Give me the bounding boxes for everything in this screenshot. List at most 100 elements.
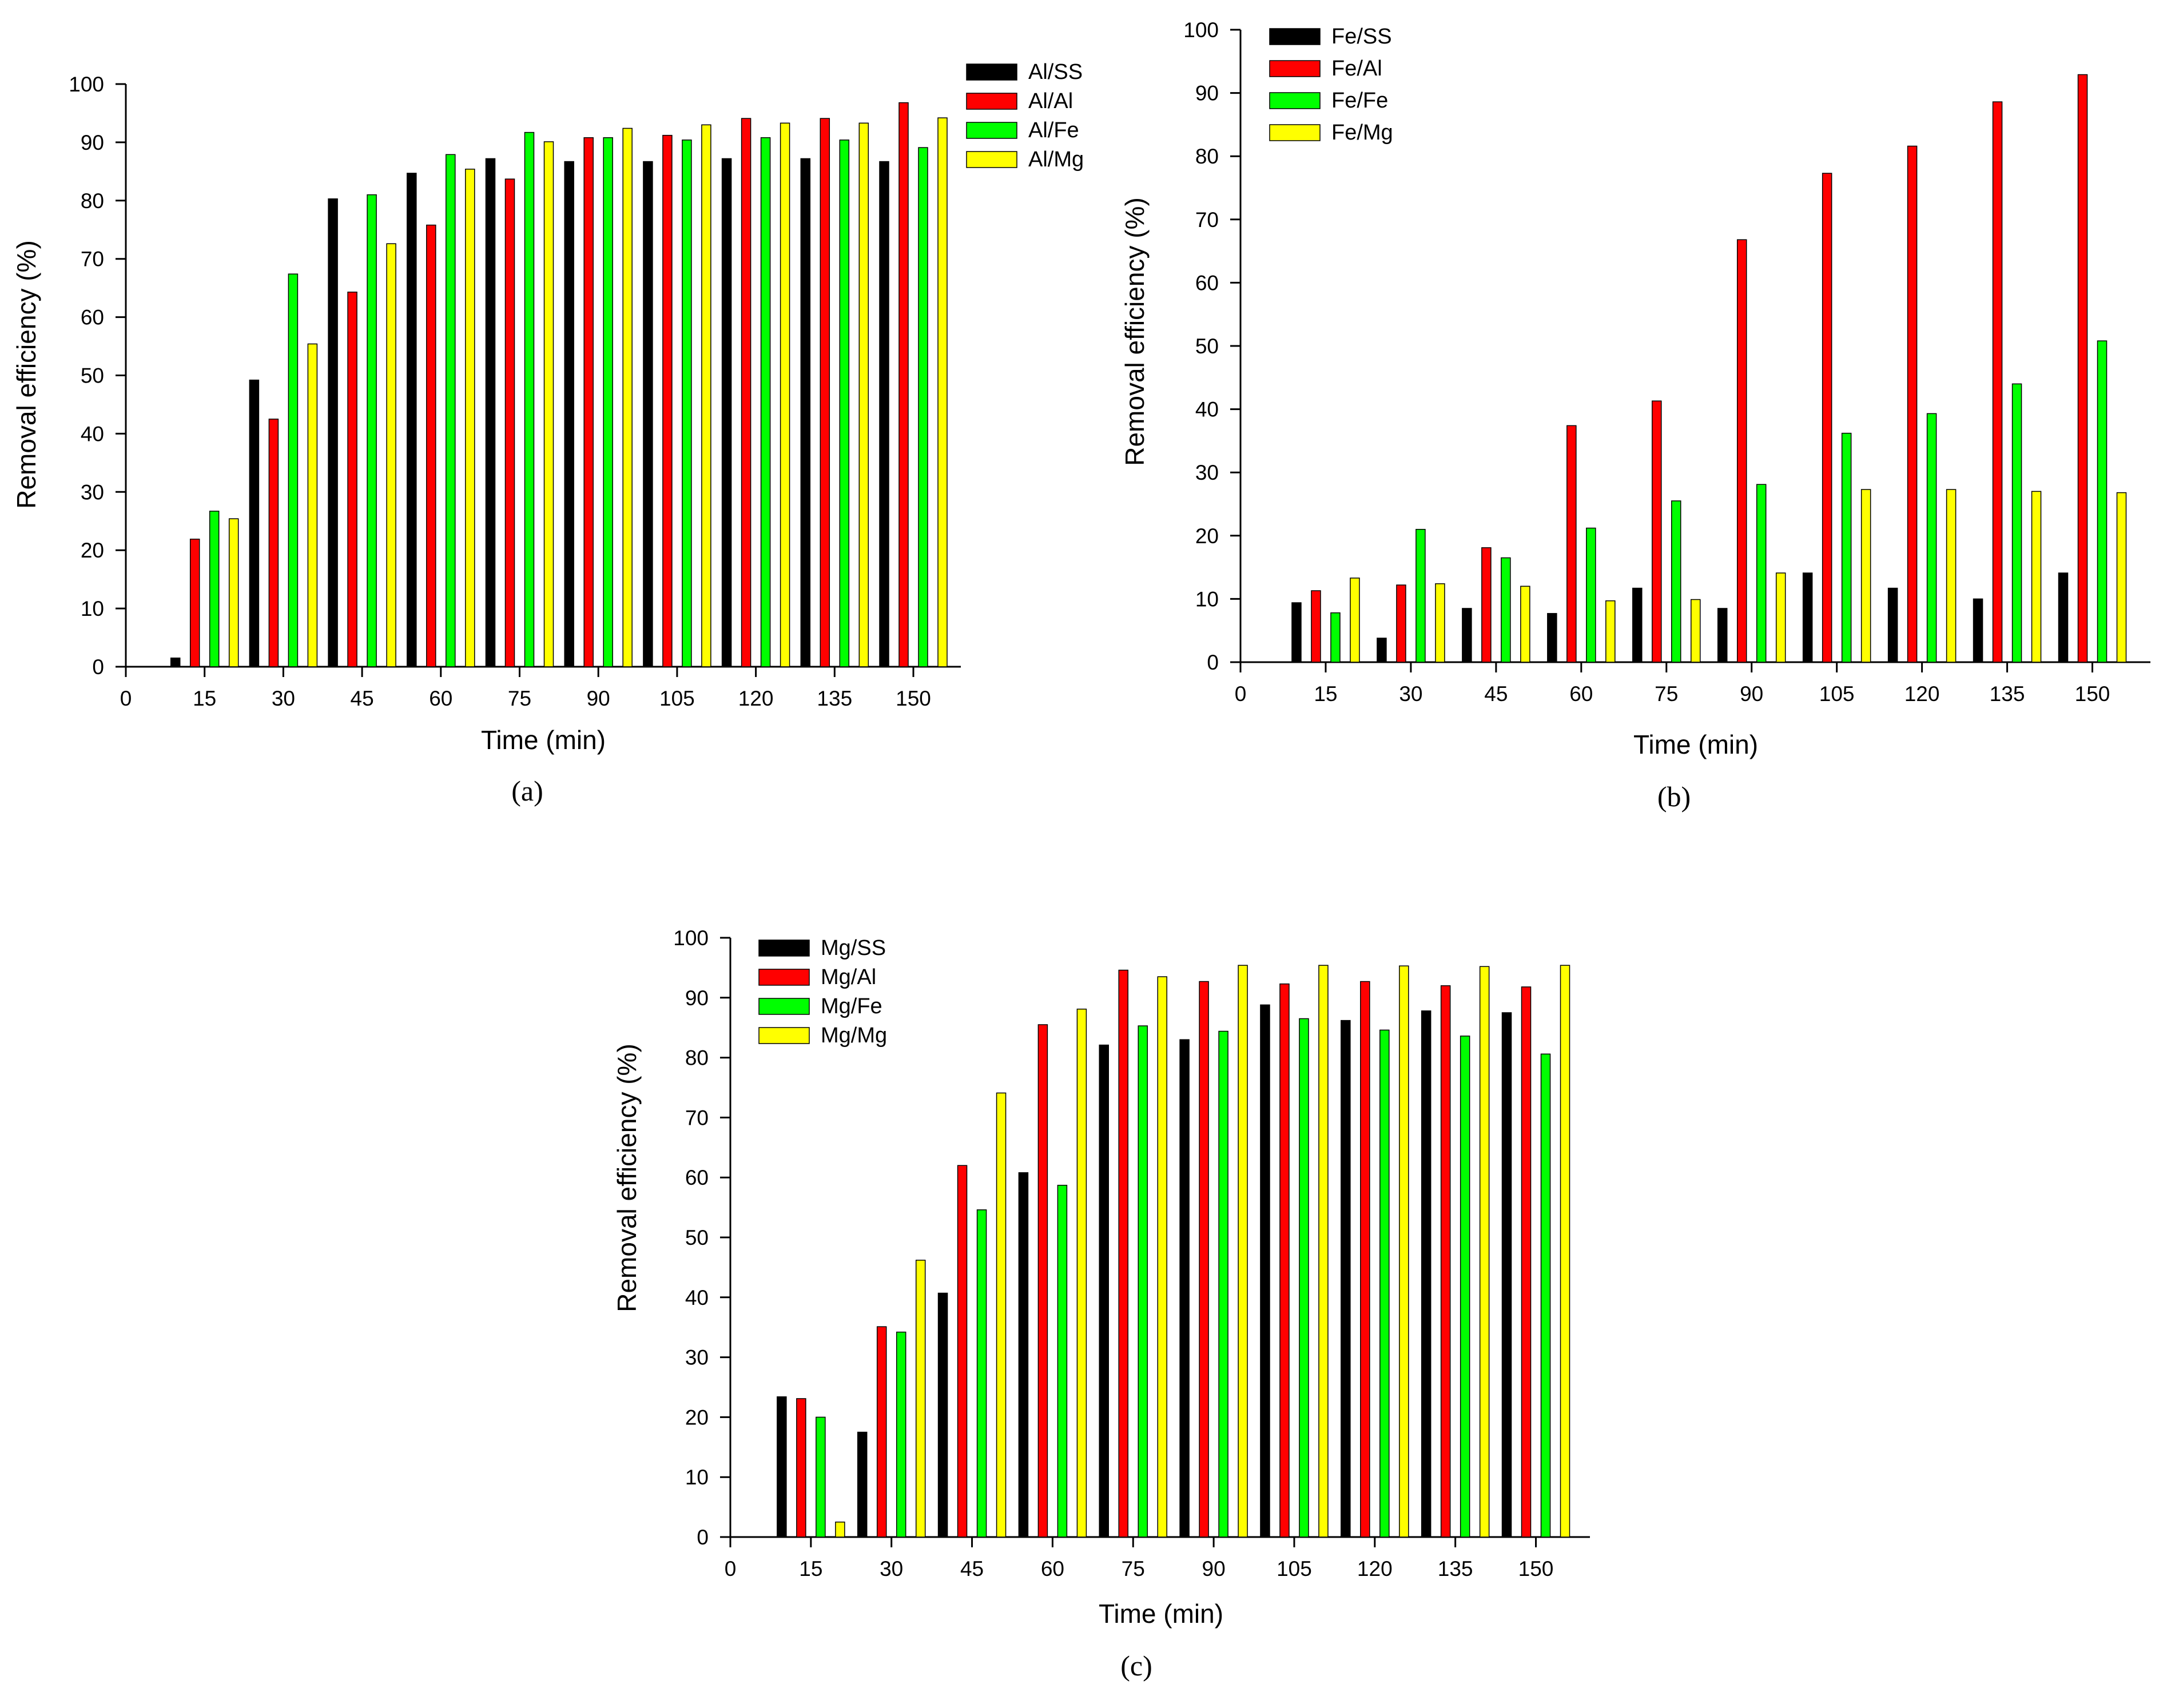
bar (249, 379, 260, 667)
bar (1218, 1030, 1228, 1538)
legend-swatch (966, 93, 1017, 110)
bar (796, 1398, 806, 1538)
bar (1926, 413, 1937, 663)
legend-label: Al/Fe (1028, 118, 1079, 142)
y-tick-label: 80 (1195, 145, 1219, 168)
bar (1435, 583, 1445, 663)
y-tick-label: 10 (1195, 587, 1219, 611)
y-tick-label: 20 (1195, 524, 1219, 548)
x-tick-label: 105 (659, 687, 695, 710)
y-tick-label: 50 (81, 364, 104, 388)
bar (1652, 400, 1662, 663)
bar (1099, 1044, 1109, 1538)
x-tick-label: 120 (1357, 1557, 1393, 1580)
bar (1379, 1029, 1390, 1538)
y-tick-label: 60 (81, 306, 104, 329)
y-tick-label: 50 (685, 1226, 709, 1249)
bar (643, 161, 653, 667)
x-tick-label: 150 (2075, 682, 2110, 706)
bar (800, 158, 811, 667)
bar (1691, 599, 1701, 663)
bar (1377, 638, 1387, 663)
x-tick-label: 150 (896, 687, 931, 710)
bar (307, 343, 318, 667)
bar (1018, 1172, 1029, 1538)
x-tick-label: 90 (1740, 682, 1763, 706)
bar (1586, 527, 1596, 663)
bar (1841, 432, 1852, 663)
legend-swatch (758, 1027, 810, 1044)
bar (760, 137, 771, 667)
bar (2011, 383, 2022, 663)
figure-caption: (c) (1120, 1650, 1152, 1682)
bar (622, 128, 633, 667)
bar (1179, 1039, 1190, 1538)
bar (209, 511, 220, 667)
bar (1341, 1020, 1351, 1538)
legend-swatch (966, 122, 1017, 139)
y-tick-label: 40 (1195, 398, 1219, 421)
bar (504, 178, 515, 667)
bar (1521, 986, 1532, 1538)
bar (524, 132, 535, 667)
legend-label: Mg/Fe (821, 994, 882, 1018)
legend-swatch (966, 63, 1017, 81)
bar (1946, 489, 1957, 663)
legend-swatch (1269, 60, 1321, 77)
bar (583, 137, 594, 667)
bar (1822, 173, 1832, 663)
x-tick-label: 135 (1438, 1557, 1473, 1580)
bar (228, 518, 239, 667)
bar (268, 419, 279, 667)
legend-label: Fe/Fe (1331, 89, 1388, 113)
bar (1736, 239, 1747, 663)
bar (1330, 612, 1341, 663)
bar (1238, 965, 1248, 1538)
x-tick-label: 60 (429, 687, 452, 710)
bar (1501, 557, 1511, 663)
x-tick-label: 30 (272, 687, 295, 710)
bar (1311, 590, 1321, 663)
bar (1802, 572, 1813, 663)
bar (1775, 572, 1786, 663)
bar (1992, 101, 2003, 663)
legend-label: Fe/Al (1331, 57, 1382, 81)
legend-label: Mg/Mg (821, 1024, 887, 1048)
legend-swatch (758, 998, 810, 1015)
y-tick-label: 60 (685, 1166, 709, 1189)
bar (564, 161, 574, 667)
y-tick-label: 90 (685, 986, 709, 1010)
y-tick-label: 0 (1207, 651, 1219, 674)
x-tick-label: 0 (120, 687, 132, 710)
y-tick-label: 70 (81, 248, 104, 271)
bar (1717, 608, 1728, 663)
y-tick-label: 70 (685, 1106, 709, 1129)
bar (1157, 976, 1167, 1538)
bar (816, 1416, 826, 1538)
x-tick-label: 75 (1122, 1557, 1145, 1580)
bar (1076, 1008, 1087, 1538)
bar (1057, 1185, 1068, 1538)
bar (896, 1331, 906, 1538)
y-tick-label: 90 (1195, 82, 1219, 105)
y-tick-label: 100 (1183, 18, 1219, 42)
bar (915, 1260, 926, 1538)
bar (1396, 584, 1406, 663)
y-axis-title: Removal efficiency (%) (1120, 197, 1150, 466)
legend-label: Fe/Mg (1331, 121, 1393, 145)
bar (2116, 492, 2127, 663)
bar (426, 224, 436, 667)
bar (1291, 602, 1302, 663)
bar (465, 169, 475, 667)
bar (879, 161, 889, 667)
bar (1421, 1010, 1432, 1538)
legend-label: Mg/SS (821, 936, 886, 960)
bar (1560, 965, 1570, 1538)
bar (741, 118, 752, 667)
y-tick-label: 20 (685, 1406, 709, 1429)
bar (1479, 966, 1490, 1538)
bar (485, 158, 496, 667)
bar (2031, 491, 2042, 663)
x-tick-label: 15 (1314, 682, 1337, 706)
x-tick-label: 60 (1041, 1557, 1064, 1580)
